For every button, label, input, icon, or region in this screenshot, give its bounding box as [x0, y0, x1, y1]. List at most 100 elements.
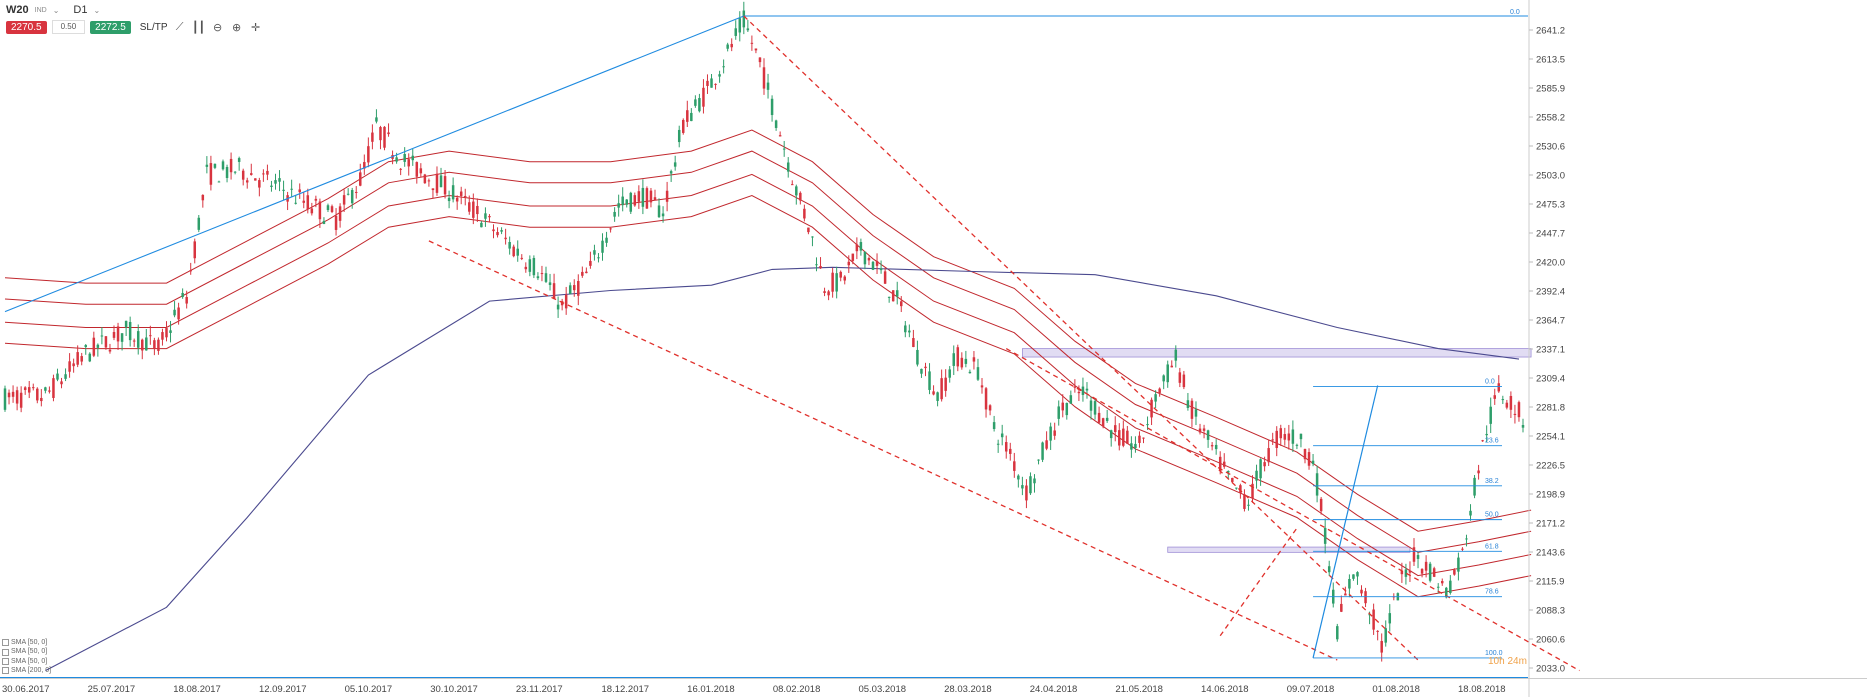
- candle-body: [657, 205, 661, 218]
- candle: [1279, 424, 1283, 446]
- candle-body: [1263, 462, 1266, 467]
- candle-body: [181, 292, 184, 298]
- legend-item[interactable]: SMA [50, 0]: [2, 647, 51, 656]
- candle: [1376, 630, 1379, 641]
- legend-item[interactable]: SMA [200, 0]: [2, 666, 51, 675]
- candle: [1000, 424, 1004, 446]
- candle-body: [621, 196, 624, 206]
- candle-body: [1227, 470, 1230, 473]
- candle-body: [1017, 475, 1020, 480]
- candle-body: [508, 241, 511, 249]
- candle-body: [145, 337, 148, 351]
- candle-body: [1206, 430, 1210, 440]
- candle: [1513, 404, 1517, 424]
- candle-body: [904, 325, 907, 333]
- candle-body: [1231, 477, 1234, 482]
- x-tick-label: 25.07.2017: [88, 684, 136, 695]
- candle-body: [19, 392, 23, 408]
- candle: [173, 301, 176, 318]
- candle-body: [1307, 452, 1311, 466]
- candle: [548, 273, 552, 291]
- candle-body: [972, 357, 976, 362]
- candle: [1004, 435, 1008, 459]
- candle: [1481, 439, 1484, 442]
- candle: [1053, 422, 1056, 440]
- candle: [1222, 453, 1226, 469]
- candle-body: [1344, 593, 1347, 596]
- candle-body: [742, 10, 746, 28]
- legend-item[interactable]: SMA [50, 0]: [2, 657, 51, 666]
- candle: [15, 386, 19, 411]
- symbol-label[interactable]: W20: [6, 4, 29, 16]
- candle-body: [774, 120, 778, 128]
- x-tick-label: 24.04.2018: [1030, 684, 1078, 695]
- candle-body: [64, 374, 67, 379]
- candle: [1029, 472, 1032, 495]
- fib-level-label: 50.0: [1485, 512, 1499, 519]
- timeframe-label[interactable]: D1: [73, 4, 88, 16]
- candle-body: [1287, 433, 1291, 441]
- buy-button[interactable]: 2272.5: [90, 20, 131, 34]
- chevron-down-icon[interactable]: ⌄: [93, 5, 101, 15]
- crosshair-icon[interactable]: ✛: [250, 21, 261, 34]
- candle: [330, 204, 334, 214]
- zoom-out-icon[interactable]: ⊖: [212, 21, 223, 34]
- resistance-zone: [1021, 348, 1532, 358]
- candle-body: [488, 216, 491, 218]
- candle-body: [839, 271, 842, 278]
- candle: [883, 267, 887, 285]
- candle: [213, 163, 217, 170]
- candle-body: [1049, 426, 1052, 441]
- x-tick-label: 01.08.2018: [1372, 684, 1420, 695]
- candle: [1162, 374, 1165, 390]
- candle-body: [1352, 574, 1355, 579]
- x-tick-label: 30.10.2017: [430, 684, 478, 695]
- candle: [552, 273, 556, 300]
- candles-icon[interactable]: ┃┃: [191, 21, 206, 34]
- candle: [286, 191, 289, 211]
- sell-button[interactable]: 2270.5: [6, 20, 47, 34]
- candle: [245, 177, 249, 189]
- sma-lines: [4, 129, 1532, 672]
- candle-body: [1509, 395, 1513, 410]
- candle-body: [920, 368, 923, 374]
- candle: [306, 188, 310, 214]
- legend-label: SMA [50, 0]: [11, 648, 48, 656]
- candle-body: [613, 211, 616, 217]
- chevron-down-icon[interactable]: ⌄: [52, 5, 60, 15]
- candle: [1210, 442, 1214, 451]
- sltp-button[interactable]: SL/TP: [139, 21, 168, 33]
- zoom-in-icon[interactable]: ⊕: [231, 21, 242, 34]
- candle-body: [1069, 395, 1073, 404]
- candle: [1501, 395, 1505, 405]
- candle: [597, 253, 600, 263]
- y-tick-label: 2392.4: [1536, 287, 1565, 298]
- candle-body: [516, 248, 519, 256]
- legend-item[interactable]: SMA [50, 0]: [2, 638, 51, 647]
- candle-body: [371, 132, 374, 142]
- candle-body: [1146, 424, 1149, 426]
- y-tick-label: 2226.5: [1536, 461, 1565, 472]
- candle-body: [625, 199, 628, 205]
- candle-body: [815, 264, 818, 266]
- line-chart-icon[interactable]: ⟋: [175, 20, 184, 33]
- candle-body: [1368, 614, 1371, 616]
- candle-body: [1336, 626, 1339, 640]
- candle: [1348, 574, 1351, 598]
- candle: [1045, 431, 1048, 451]
- candle: [1085, 382, 1089, 399]
- candle: [44, 386, 47, 394]
- candle: [32, 383, 35, 391]
- candle-body: [153, 340, 156, 349]
- candle: [928, 363, 931, 395]
- candle-body: [1485, 433, 1488, 436]
- candle: [241, 168, 245, 186]
- y-tick-label: 2254.1: [1536, 432, 1565, 443]
- candle: [1517, 400, 1521, 422]
- candle: [799, 191, 802, 205]
- candle: [1013, 452, 1016, 478]
- candle-body: [80, 356, 83, 362]
- candle: [568, 282, 572, 295]
- candle-body: [556, 304, 560, 310]
